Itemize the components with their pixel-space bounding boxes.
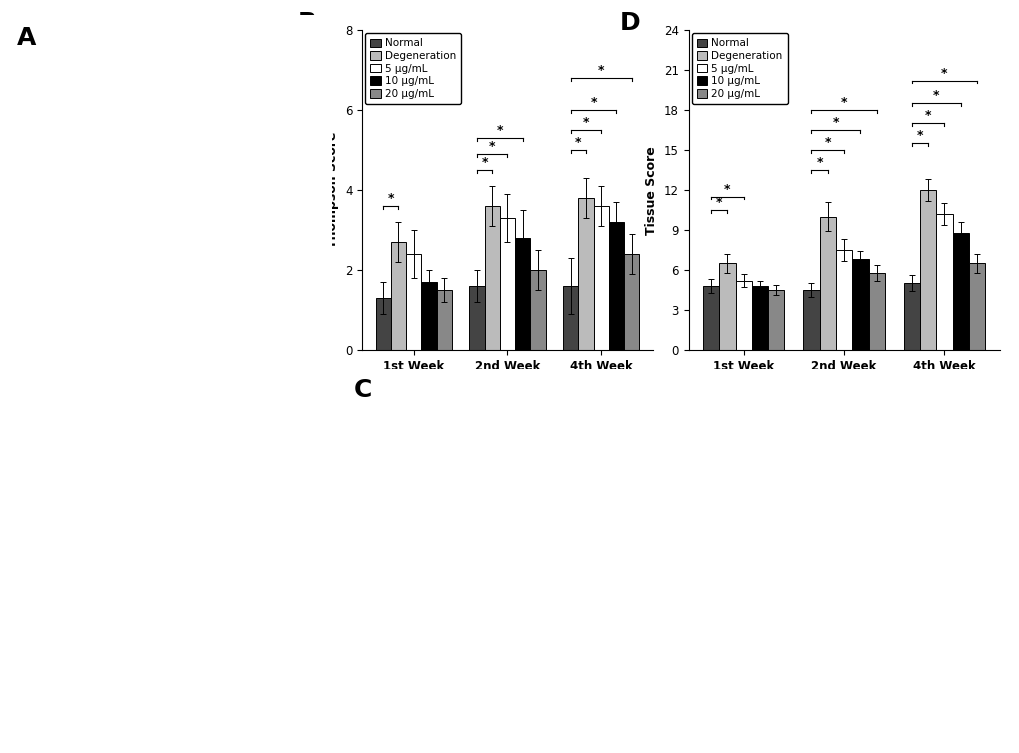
- Bar: [608, 222, 624, 350]
- Bar: [578, 198, 593, 350]
- Bar: [935, 214, 952, 350]
- Bar: [851, 260, 867, 350]
- Bar: [593, 206, 608, 350]
- Text: *: *: [481, 156, 487, 169]
- Text: *: *: [916, 130, 922, 142]
- Text: *: *: [387, 192, 393, 205]
- Bar: [919, 190, 935, 350]
- Text: *: *: [832, 116, 839, 129]
- Text: *: *: [597, 64, 604, 77]
- Bar: [952, 233, 968, 350]
- Text: *: *: [924, 109, 930, 122]
- Bar: [436, 290, 451, 350]
- Text: C: C: [354, 378, 372, 402]
- Text: *: *: [590, 96, 596, 109]
- Text: *: *: [815, 156, 822, 169]
- Bar: [421, 282, 436, 350]
- Bar: [718, 264, 735, 350]
- Bar: [515, 238, 530, 350]
- Bar: [484, 206, 499, 350]
- Bar: [751, 286, 767, 350]
- Bar: [375, 298, 390, 350]
- Text: *: *: [582, 116, 589, 129]
- Legend: Normal, Degeneration, 5 μg/mL, 10 μg/mL, 20 μg/mL: Normal, Degeneration, 5 μg/mL, 10 μg/mL,…: [365, 33, 461, 104]
- Bar: [469, 286, 484, 350]
- Bar: [499, 218, 515, 350]
- Bar: [530, 270, 545, 350]
- Text: *: *: [823, 136, 830, 149]
- Bar: [819, 217, 836, 350]
- Bar: [867, 273, 883, 350]
- Bar: [903, 283, 919, 350]
- Bar: [624, 255, 639, 350]
- Text: *: *: [715, 196, 721, 209]
- Text: *: *: [941, 66, 947, 80]
- Text: *: *: [932, 89, 938, 102]
- Text: D: D: [620, 11, 640, 35]
- Bar: [836, 250, 851, 350]
- Bar: [406, 255, 421, 350]
- Text: *: *: [488, 140, 495, 153]
- Y-axis label: Thompson Score: Thompson Score: [326, 132, 339, 248]
- Text: B: B: [298, 11, 317, 35]
- Y-axis label: Tissue Score: Tissue Score: [645, 146, 657, 234]
- Text: *: *: [723, 182, 730, 196]
- Bar: [968, 264, 984, 350]
- Bar: [390, 242, 406, 350]
- Bar: [702, 286, 718, 350]
- Bar: [562, 286, 578, 350]
- Text: *: *: [840, 96, 847, 109]
- Bar: [735, 281, 751, 350]
- Text: A: A: [16, 26, 36, 50]
- Legend: Normal, Degeneration, 5 μg/mL, 10 μg/mL, 20 μg/mL: Normal, Degeneration, 5 μg/mL, 10 μg/mL,…: [691, 33, 787, 104]
- Bar: [767, 290, 784, 350]
- Text: *: *: [496, 123, 502, 137]
- Text: *: *: [575, 136, 581, 149]
- Bar: [803, 290, 819, 350]
